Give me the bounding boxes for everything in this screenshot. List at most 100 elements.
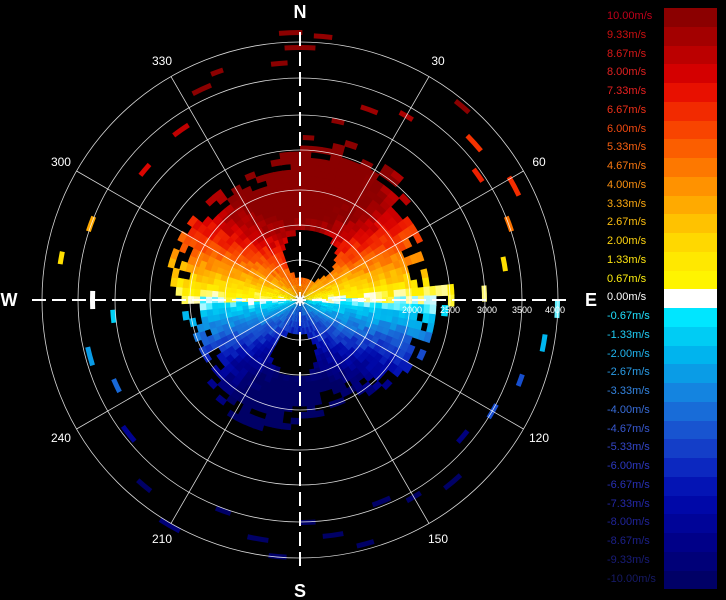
velocity-bin <box>441 304 449 317</box>
velocity-bin <box>311 309 318 316</box>
velocity-bin <box>264 388 275 397</box>
velocity-bin <box>396 317 405 327</box>
velocity-bin <box>295 321 299 329</box>
velocity-bin <box>318 311 325 317</box>
velocity-bin <box>217 302 225 309</box>
velocity-bin <box>301 315 304 323</box>
velocity-bin <box>290 301 297 305</box>
velocity-bin <box>269 395 280 405</box>
velocity-bin <box>205 296 213 304</box>
velocity-bin <box>293 375 300 383</box>
legend-row: -3.33m/s <box>600 383 726 402</box>
velocity-bin <box>357 306 365 312</box>
velocity-bin <box>405 296 413 305</box>
velocity-bin <box>240 403 253 414</box>
velocity-bin <box>272 276 280 283</box>
velocity-bin <box>306 399 315 407</box>
velocity-bin <box>280 230 288 239</box>
velocity-bin <box>211 284 220 292</box>
velocity-bin <box>417 286 425 297</box>
scatter-echo <box>57 251 65 265</box>
velocity-bin <box>264 413 276 422</box>
velocity-bin <box>265 298 273 302</box>
velocity-bin <box>288 273 293 280</box>
velocity-bin <box>303 327 308 335</box>
legend-swatch <box>664 45 717 65</box>
velocity-bin <box>331 322 339 329</box>
velocity-bin <box>262 339 270 348</box>
velocity-bin <box>262 281 270 288</box>
velocity-bin <box>363 292 371 299</box>
velocity-bin <box>305 387 314 395</box>
velocity-bin <box>376 266 385 276</box>
velocity-bin <box>275 182 286 191</box>
legend-row: -6.67m/s <box>600 476 726 496</box>
velocity-bin <box>279 289 286 295</box>
velocity-bin <box>179 260 189 272</box>
velocity-bin <box>287 306 294 312</box>
velocity-bin <box>217 380 229 391</box>
velocity-bin <box>308 169 320 178</box>
velocity-bin <box>317 170 329 179</box>
velocity-bin <box>292 193 301 201</box>
velocity-bin <box>335 396 346 406</box>
velocity-bin <box>337 309 346 315</box>
velocity-bin <box>417 304 425 314</box>
velocity-bin <box>324 209 333 218</box>
velocity-bin <box>275 232 283 240</box>
legend-row: 5.33m/s <box>600 139 726 158</box>
velocity-bin <box>301 309 304 317</box>
azimuth-label-300: 300 <box>51 155 71 169</box>
radar-origin-marker <box>295 295 305 305</box>
velocity-bin <box>412 231 424 244</box>
velocity-bin <box>392 365 404 378</box>
velocity-bin <box>332 308 340 313</box>
velocity-bin <box>254 270 263 277</box>
scatter-echo <box>453 99 471 115</box>
velocity-bin <box>251 401 262 412</box>
velocity-bin <box>253 303 261 309</box>
velocity-bin <box>315 303 322 308</box>
legend-row: -4.00m/s <box>600 401 726 421</box>
velocity-bin <box>297 283 300 291</box>
velocity-bin <box>307 181 318 190</box>
legend-row: 2.00m/s <box>600 233 726 252</box>
legend-row: -0.67m/s <box>600 308 726 327</box>
legend-swatch <box>664 514 717 533</box>
velocity-bin <box>211 308 220 316</box>
velocity-bin <box>391 275 400 285</box>
velocity-bin <box>337 282 345 288</box>
velocity-bin <box>260 261 269 270</box>
velocity-bin <box>259 295 267 299</box>
velocity-bin <box>295 309 298 317</box>
velocity-bin <box>196 266 206 276</box>
velocity-bin <box>348 263 357 272</box>
velocity-bin <box>368 184 382 196</box>
legend-swatch <box>664 289 717 308</box>
velocity-bin <box>265 300 273 304</box>
velocity-bin <box>275 213 284 222</box>
velocity-bin <box>251 316 259 324</box>
velocity-bin <box>285 230 292 238</box>
velocity-bin <box>369 292 377 299</box>
velocity-bin <box>285 193 294 201</box>
velocity-bin <box>313 288 321 294</box>
velocity-bin <box>301 327 305 335</box>
velocity-bin <box>290 326 295 334</box>
velocity-bin <box>288 320 293 327</box>
velocity-bin <box>372 179 385 191</box>
velocity-bin <box>258 404 270 414</box>
velocity-bin <box>398 193 412 206</box>
south-label: S <box>294 581 306 600</box>
velocity-bin <box>414 251 425 263</box>
velocity-bin <box>196 323 205 333</box>
velocity-bin <box>200 336 211 347</box>
velocity-bin <box>345 294 353 299</box>
velocity-bin <box>318 309 326 315</box>
velocity-bin <box>301 303 304 311</box>
velocity-bin <box>242 308 250 315</box>
velocity-bin <box>252 273 261 280</box>
velocity-bin <box>182 310 190 321</box>
velocity-bin <box>295 283 298 291</box>
velocity-bin <box>314 409 325 418</box>
